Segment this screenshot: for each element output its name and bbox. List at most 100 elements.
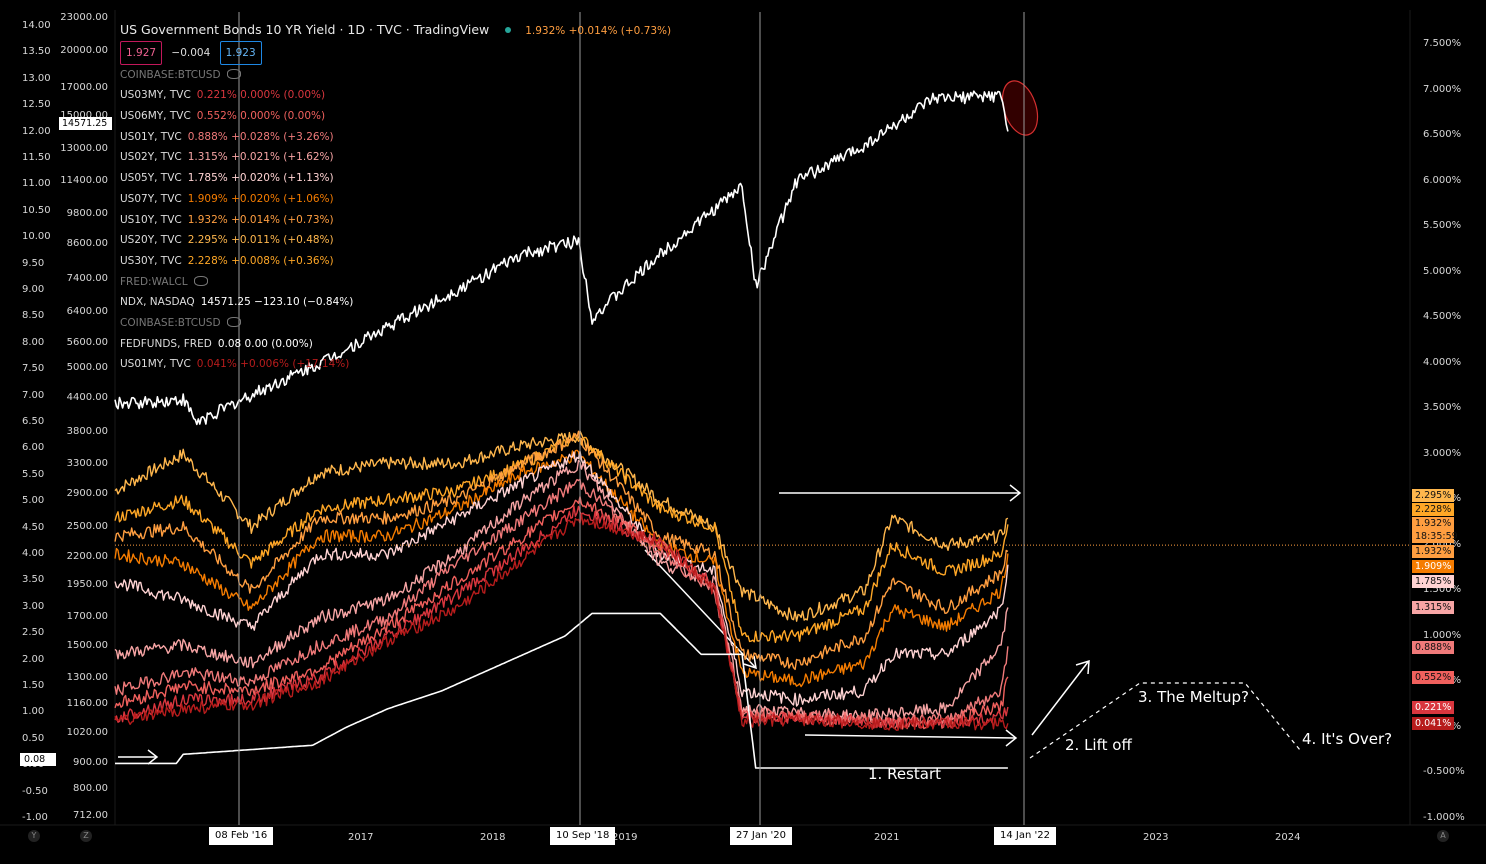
price-tag-countdown: 18:35:59	[1415, 531, 1458, 542]
annotation-over: 4. It's Over?	[1302, 730, 1393, 748]
left-axis-1-tick: 4.00	[22, 548, 45, 559]
legend-panel: US Government Bonds 10 YR Yield · 1D · T…	[120, 20, 671, 375]
left-axis-1-tick: 1.50	[22, 680, 45, 691]
legend-item[interactable]: US30Y, TVC 2.228% +0.008% (+0.36%)	[120, 251, 671, 272]
date-marker-tag: 27 Jan '20	[730, 827, 792, 845]
legend-item-label: COINBASE:BTCUSD	[120, 68, 221, 81]
legend-item[interactable]: US02Y, TVC 1.315% +0.021% (+1.62%)	[120, 147, 671, 168]
legend-item[interactable]: COINBASE:BTCUSD	[120, 65, 671, 86]
legend-item-value: 1.785% +0.020% (+1.13%)	[187, 172, 334, 185]
legend-item-label: US02Y, TVC	[120, 151, 182, 164]
series-line-us06my	[114, 496, 1009, 730]
arrow-descent-head	[743, 655, 757, 670]
right-axis-tick: 6.000%	[1423, 174, 1462, 186]
left-axis-2-tick: 1950.00	[66, 579, 108, 590]
legend-item-label: US01MY, TVC	[120, 358, 191, 371]
live-dot-icon	[505, 27, 512, 33]
left-axis-1-tick: 12.00	[22, 125, 51, 137]
date-marker-tag: 08 Feb '16	[209, 827, 274, 845]
left-axis-2-tick: 8600.00	[66, 238, 108, 249]
legend-item-label: US05Y, TVC	[120, 172, 182, 185]
right-axis-tick: 6.500%	[1423, 129, 1462, 140]
left-axis-1-tick: 5.50	[22, 468, 45, 480]
legend-item[interactable]: US01MY, TVC 0.041% +0.006% (+17.14%)	[120, 354, 671, 375]
legend-item[interactable]: FEDFUNDS, FRED 0.08 0.00 (0.00%)	[120, 334, 671, 355]
left-axis-2-tick: 3800.00	[66, 426, 108, 437]
legend-item-value: 0.552% 0.000% (0.00%)	[196, 110, 326, 123]
series-line-ndx	[114, 90, 1009, 426]
left-axis-1-tick: 8.00	[22, 336, 45, 348]
left-axis-2-tick: 800.00	[73, 783, 108, 794]
series-line-fedfunds	[115, 612, 1008, 769]
price-tag-value: 1.785%	[1415, 576, 1452, 587]
legend-item[interactable]: NDX, NASDAQ 14571.25 −123.10 (−0.84%)	[120, 292, 671, 313]
left-axis-1-tick: 9.00	[22, 284, 45, 295]
left-axis-1-tick: 11.00	[22, 178, 51, 190]
left-axis-1-tick: 11.50	[22, 152, 51, 163]
left-axis-1-tick: 7.50	[22, 363, 45, 375]
right-axis-tick: 3.500%	[1423, 402, 1462, 413]
price-tag-value: 0.221%	[1415, 702, 1452, 713]
legend-rows: COINBASE:BTCUSD US03MY, TVC 0.221% 0.000% …	[120, 65, 671, 375]
auto-scale-button[interactable]: A	[1437, 830, 1449, 842]
fedfunds-tag: 0.08	[20, 753, 56, 766]
ask-box[interactable]: 1.923	[219, 40, 262, 66]
legend-item[interactable]: US01Y, TVC 0.888% +0.028% (+3.26%)	[120, 127, 671, 148]
x-axis-tick: 2024	[1275, 832, 1301, 843]
x-axis-tick: 2017	[348, 832, 374, 843]
legend-item[interactable]: COINBASE:BTCUSD	[120, 313, 671, 334]
annotation-liftoff: 2. Lift off	[1065, 736, 1132, 754]
left-axis-2-tick: 1160.00	[66, 698, 108, 709]
right-axis-tick: 4.000%	[1423, 356, 1462, 368]
legend-item[interactable]: US07Y, TVC 1.909% +0.020% (+1.06%)	[120, 189, 671, 210]
price-tag: 0.041%	[1412, 717, 1454, 730]
series-line-us01y	[114, 478, 1009, 728]
legend-item-value: 1.932% +0.014% (+0.73%)	[187, 213, 334, 226]
left-axis-2-tick: 5600.00	[66, 337, 108, 348]
arrow-top-flat-head	[1009, 484, 1022, 502]
left-axis-2-tick: 712.00	[73, 810, 108, 821]
price-tag-value: 0.041%	[1415, 718, 1452, 729]
legend-item-label: US30Y, TVC	[120, 254, 182, 267]
x-axis-tick: 2018	[480, 832, 506, 843]
right-axis-tick: -0.500%	[1423, 766, 1465, 777]
eye-hidden-icon[interactable]	[226, 68, 241, 79]
price-tag: 0.888%	[1412, 641, 1454, 654]
left-axis-2-tick: 4400.00	[66, 392, 108, 403]
arrow-start-head	[147, 749, 159, 765]
series-line-us01my	[114, 513, 1009, 731]
chart-title-row: US Government Bonds 10 YR Yield · 1D · T…	[120, 20, 671, 41]
price-tag-value: 2.228%	[1415, 504, 1452, 515]
left-axis-2-tick: 1300.00	[66, 672, 108, 683]
eye-hidden-icon[interactable]	[193, 275, 208, 286]
z-scale-button[interactable]: Z	[80, 830, 92, 842]
annotation-meltup: 3. The Meltup?	[1138, 688, 1249, 706]
legend-item[interactable]: US03MY, TVC 0.221% 0.000% (0.00%)	[120, 85, 671, 106]
legend-item[interactable]: US06MY, TVC 0.552% 0.000% (0.00%)	[120, 106, 671, 127]
x-axis-tick: 2019	[612, 832, 638, 843]
legend-item[interactable]: US10Y, TVC 1.932% +0.014% (+0.73%)	[120, 210, 671, 231]
legend-item[interactable]: FRED:WALCL	[120, 272, 671, 293]
legend-item[interactable]: US20Y, TVC 2.295% +0.011% (+0.48%)	[120, 230, 671, 251]
series-line-us05y	[114, 450, 1009, 707]
left-axis-2-tick: 1500.00	[66, 640, 108, 651]
legend-item-value: 14571.25 −123.10 (−0.84%)	[200, 296, 354, 309]
left-axis-1-tick: 13.00	[22, 72, 51, 84]
price-tag-value: 1.315%	[1415, 602, 1452, 613]
left-axis-2-tick: 2900.00	[66, 488, 108, 499]
legend-item-label: US07Y, TVC	[120, 192, 182, 205]
left-axis-1-tick: 10.50	[22, 204, 51, 216]
left-axis-1-tick: 1.00	[22, 706, 45, 718]
eye-hidden-icon[interactable]	[226, 316, 241, 327]
bid-box[interactable]: 1.927	[120, 40, 163, 66]
date-marker-tag: 14 Jan '22	[994, 827, 1056, 845]
price-tag-value: 0.552%	[1415, 672, 1452, 683]
y-scale-button[interactable]: Y	[28, 830, 40, 842]
left-axis-2-tick: 20000.00	[60, 45, 108, 56]
legend-item[interactable]: US05Y, TVC 1.785% +0.020% (+1.13%)	[120, 168, 671, 189]
left-axis-1-tick: 3.00	[22, 600, 45, 612]
legend-item-label: FRED:WALCL	[120, 275, 188, 288]
legend-item-label: US06MY, TVC	[120, 110, 191, 123]
